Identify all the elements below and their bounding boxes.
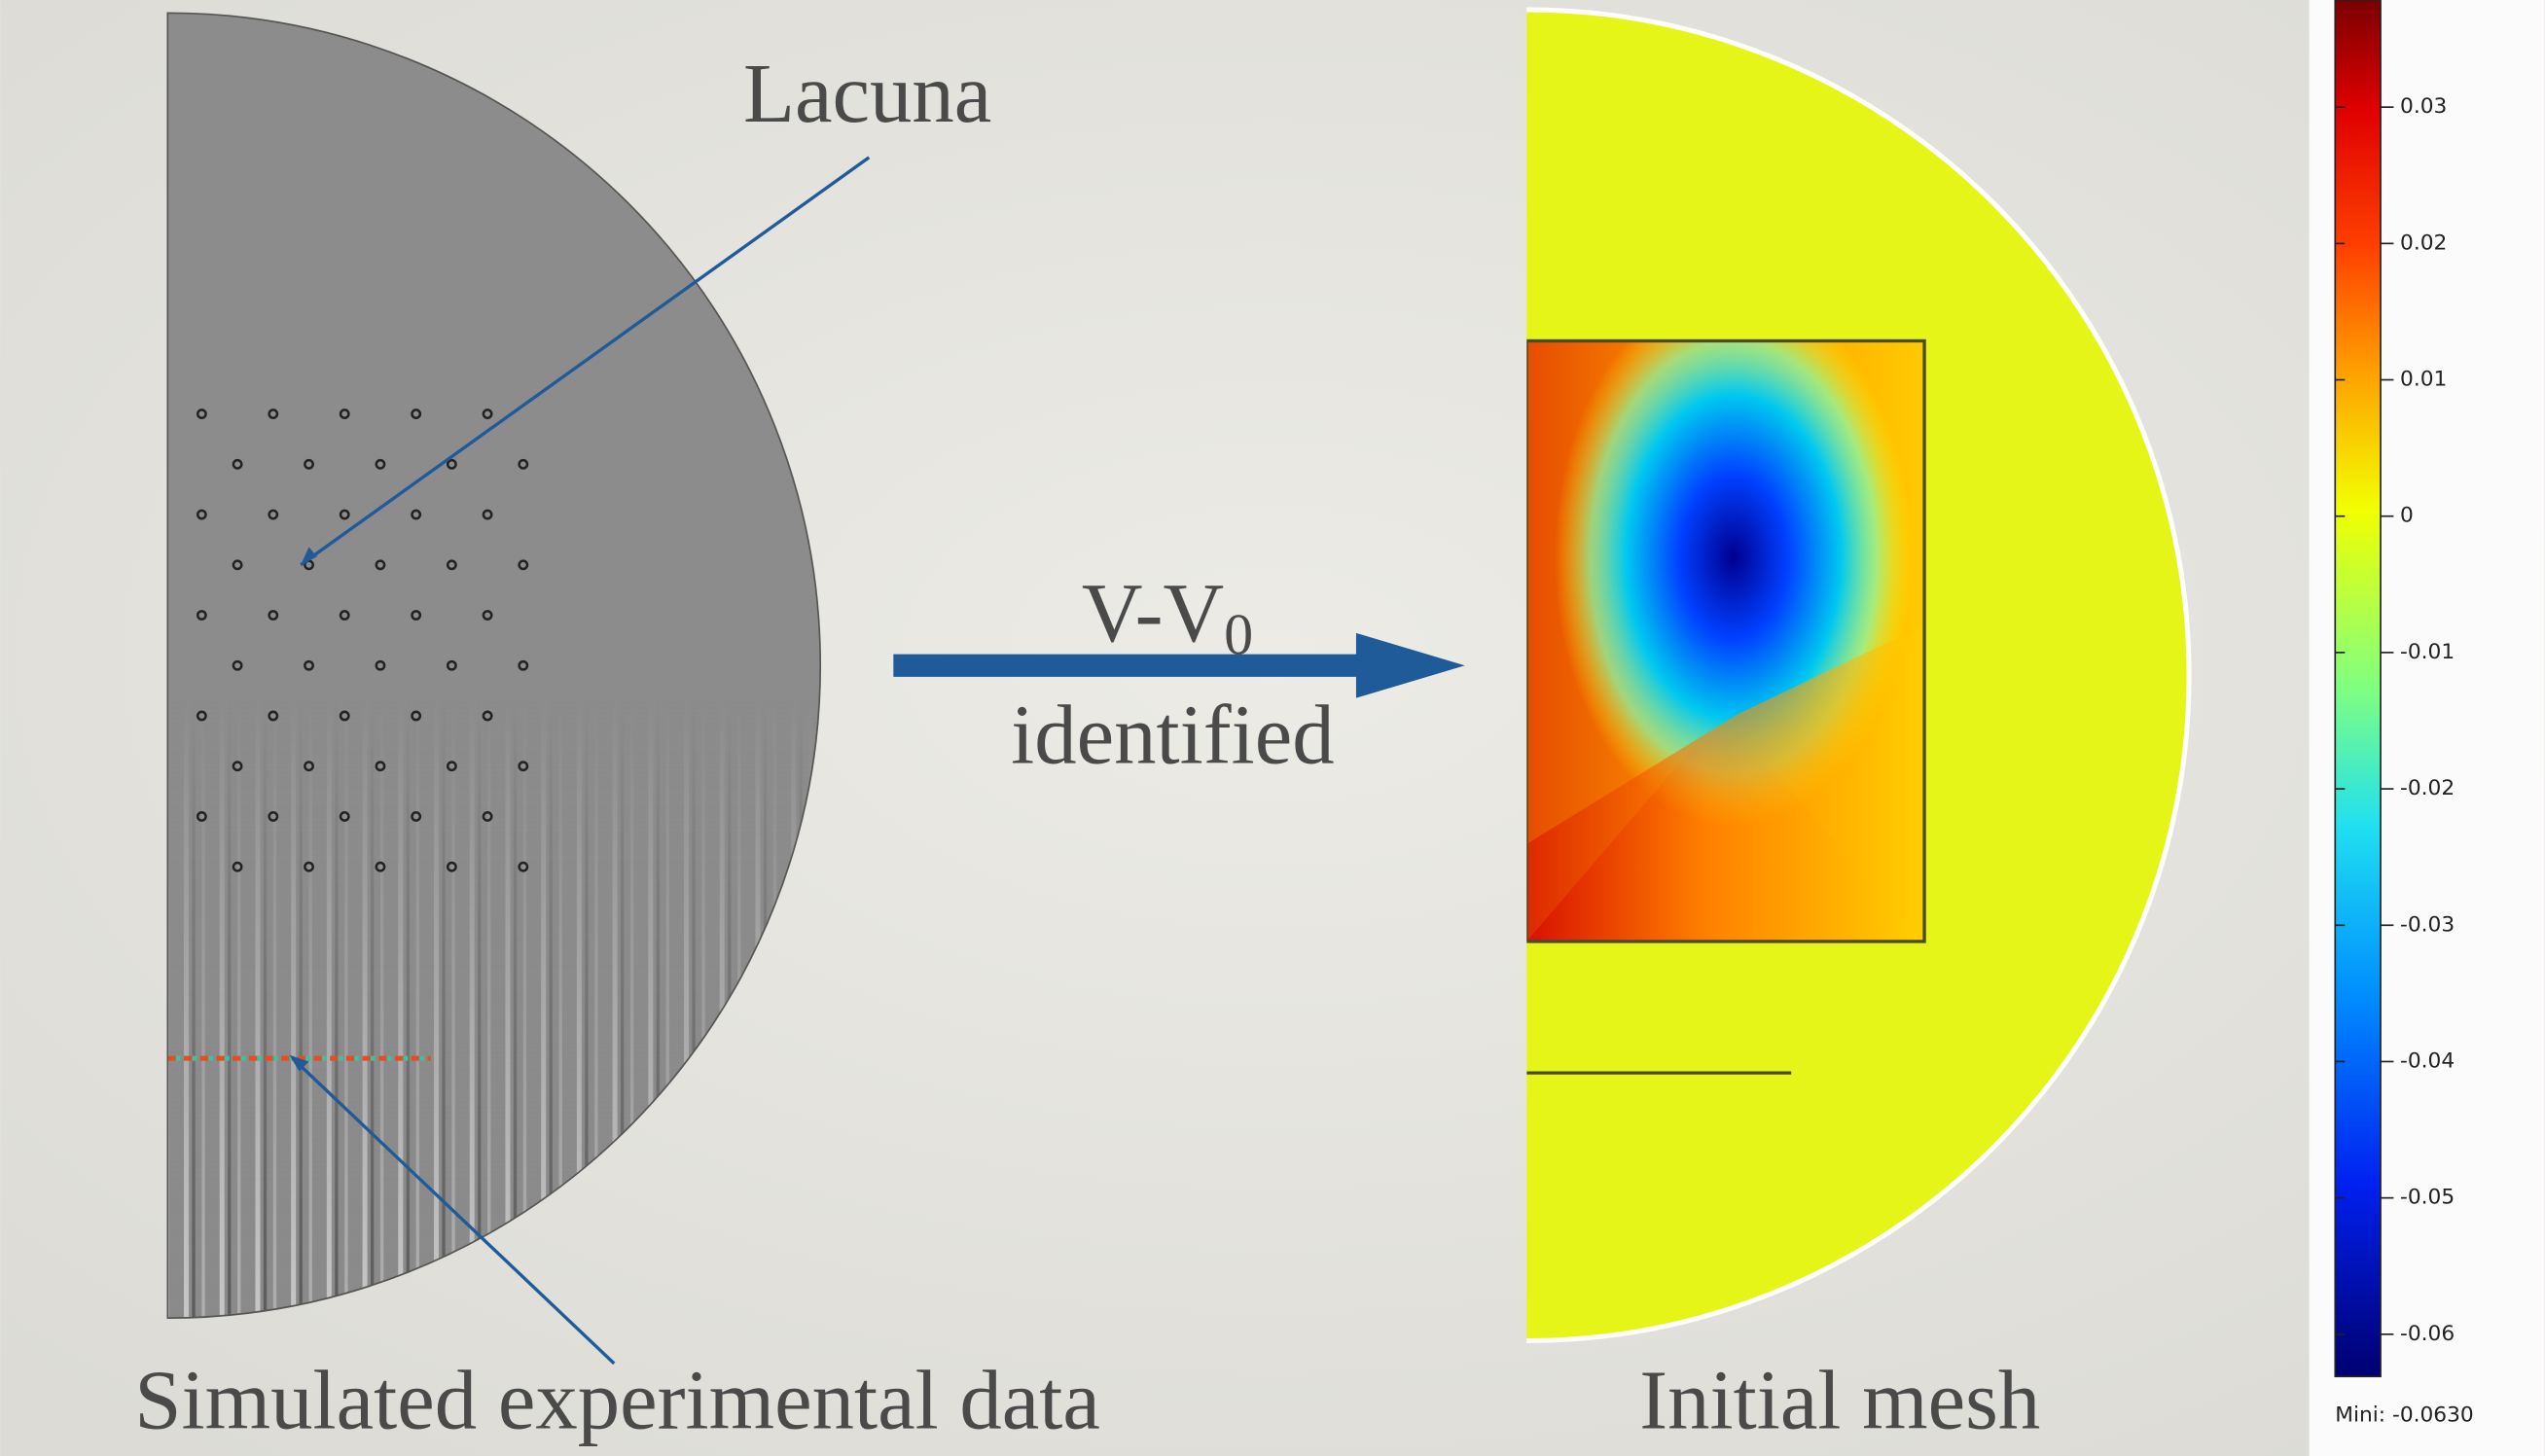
colorbar-tick-label: -0.05 bbox=[2400, 1186, 2455, 1210]
lacuna-label: Lacuna bbox=[743, 47, 991, 140]
colorbar-tick-label: -0.04 bbox=[2400, 1048, 2455, 1073]
colorbar-tick-label: 0.01 bbox=[2400, 368, 2447, 392]
colorbar-tick-label: 0 bbox=[2400, 504, 2414, 528]
right-caption: Initial mesh bbox=[1639, 1354, 2040, 1447]
colorbar-tick-label: -0.02 bbox=[2400, 776, 2455, 800]
colorbar-min: Mini: -0.0630 bbox=[2335, 1403, 2473, 1427]
colorbar-tick-label: -0.06 bbox=[2400, 1322, 2455, 1346]
colorbar-tick-label: -0.01 bbox=[2400, 640, 2455, 664]
arrow-label-main: V-V bbox=[1082, 566, 1224, 659]
arrow-caption: identified bbox=[1011, 688, 1335, 781]
colorbar bbox=[2335, 0, 2381, 1376]
page: Lacuna V-V0 identified Simulated experim… bbox=[0, 0, 2545, 1456]
slide: Lacuna V-V0 identified Simulated experim… bbox=[0, 0, 2545, 1456]
arrow-label-sub: 0 bbox=[1224, 602, 1253, 667]
colorbar-tick-label: 0.02 bbox=[2400, 231, 2447, 255]
colorbar-tick-label: 0.03 bbox=[2400, 94, 2447, 119]
left-caption: Simulated experimental data bbox=[134, 1354, 1100, 1447]
colorbar-tick-label: -0.03 bbox=[2400, 912, 2455, 937]
